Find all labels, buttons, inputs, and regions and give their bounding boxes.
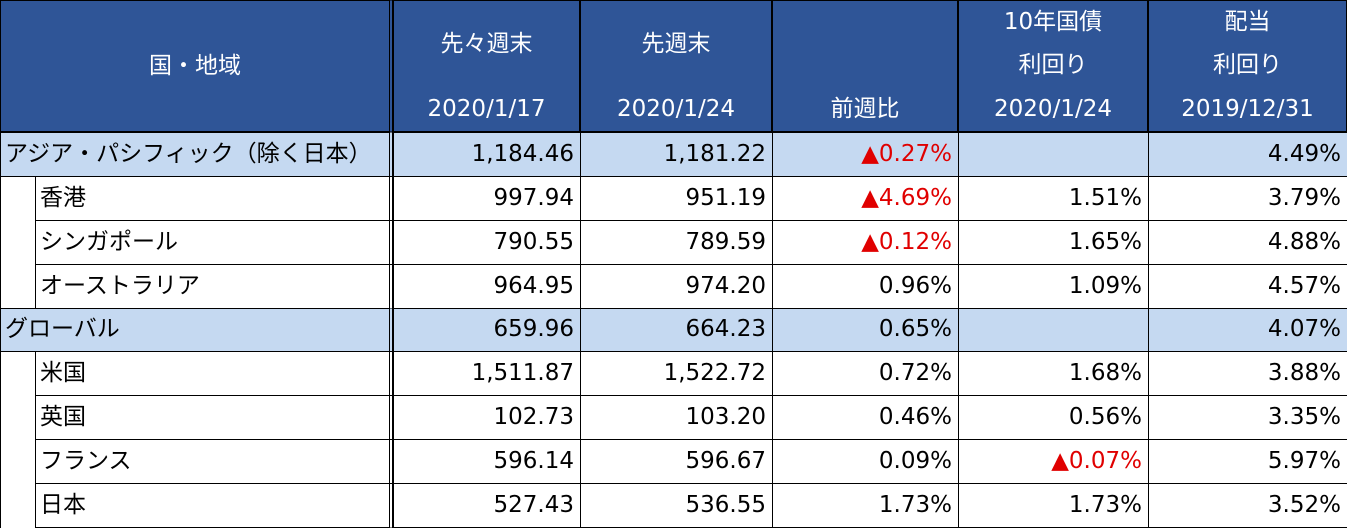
value-cell: 0.96% — [772, 263, 959, 309]
value-cell: 536.55 — [580, 483, 773, 528]
value-cell: 527.43 — [393, 483, 581, 528]
value-cell: 1,522.72 — [580, 351, 773, 397]
tree-line — [0, 263, 36, 309]
header-cell: 配当利回り 2019/12/31 — [1148, 0, 1347, 132]
value-cell: 3.79% — [1148, 175, 1347, 221]
header-cell: 国・地域 — [0, 0, 393, 132]
value-cell: 974.20 — [580, 263, 773, 309]
header-text: 利回り — [1018, 51, 1088, 78]
row-label: シンガポール — [35, 219, 393, 265]
header-text: 国・地域 — [149, 52, 241, 79]
value-cell: 1,181.22 — [580, 132, 773, 177]
value-cell: 951.19 — [580, 175, 773, 221]
header-cell: 10年国債利回り 2020/1/24 — [958, 0, 1148, 132]
value-cell: 102.73 — [393, 395, 581, 441]
value-cell: 789.59 — [580, 219, 773, 265]
value-cell: 3.52% — [1148, 483, 1347, 528]
value-cell: ▲0.07% — [958, 439, 1149, 485]
value-cell: 4.49% — [1148, 132, 1347, 177]
value-cell: 790.55 — [393, 219, 581, 265]
value-cell: 1.09% — [958, 263, 1149, 309]
row-label: フランス — [35, 439, 393, 485]
header-cell: 先々週末 2020/1/17 — [393, 0, 580, 132]
header-text: 2020/1/17 — [427, 95, 546, 122]
header-cell: 前週比 — [772, 0, 958, 132]
row-label: 米国 — [35, 351, 393, 397]
header-text: 配当 — [1224, 8, 1271, 35]
value-cell: 1,184.46 — [393, 132, 581, 177]
value-cell: 3.35% — [1148, 395, 1347, 441]
value-cell: 0.72% — [772, 351, 959, 397]
value-cell: 0.46% — [772, 395, 959, 441]
header-text: 2019/12/31 — [1181, 95, 1314, 122]
header-text: 2020/1/24 — [617, 95, 735, 122]
value-cell — [958, 307, 1149, 353]
value-cell: 5.97% — [1148, 439, 1347, 485]
header-text: 10年国債 — [1003, 8, 1103, 35]
value-cell: 3.88% — [1148, 351, 1347, 397]
value-cell: 1.65% — [958, 219, 1149, 265]
row-label: 英国 — [35, 395, 393, 441]
value-cell: 103.20 — [580, 395, 773, 441]
tree-line — [0, 219, 36, 265]
value-cell: 1.73% — [958, 483, 1149, 528]
value-cell: ▲0.27% — [772, 132, 959, 177]
value-cell: 1.73% — [772, 483, 959, 528]
value-cell: 4.57% — [1148, 263, 1347, 309]
tree-line — [0, 351, 36, 397]
value-cell: 664.23 — [580, 307, 773, 353]
tree-line — [0, 483, 36, 528]
tree-line — [0, 439, 36, 485]
tree-line — [0, 395, 36, 441]
value-cell: 0.56% — [958, 395, 1149, 441]
value-cell: 1.68% — [958, 351, 1149, 397]
value-cell: 964.95 — [393, 263, 581, 309]
value-cell: ▲0.12% — [772, 219, 959, 265]
row-label: 香港 — [35, 175, 393, 221]
header-cell: 先週末 2020/1/24 — [580, 0, 772, 132]
value-cell: 596.14 — [393, 439, 581, 485]
row-label: グローバル — [0, 307, 393, 353]
value-cell: ▲4.69% — [772, 175, 959, 221]
value-cell: 659.96 — [393, 307, 581, 353]
value-cell: 4.07% — [1148, 307, 1347, 353]
header-text: 2020/1/24 — [994, 95, 1112, 122]
value-cell: 596.67 — [580, 439, 773, 485]
header-text: 先週末 — [641, 30, 711, 57]
row-label: オーストラリア — [35, 263, 393, 309]
value-cell: 1,511.87 — [393, 351, 581, 397]
header-text: 利回り — [1213, 51, 1282, 78]
value-cell — [958, 132, 1149, 177]
value-cell: 0.65% — [772, 307, 959, 353]
value-cell: 0.09% — [772, 439, 959, 485]
header-text: 先々週末 — [440, 30, 533, 57]
tree-line — [0, 175, 36, 221]
header-text: 前週比 — [830, 95, 900, 122]
value-cell: 4.88% — [1148, 219, 1347, 265]
row-label: 日本 — [35, 483, 393, 528]
value-cell: 997.94 — [393, 175, 581, 221]
row-label: アジア・パシフィック（除く日本） — [0, 132, 393, 177]
value-cell: 1.51% — [958, 175, 1149, 221]
